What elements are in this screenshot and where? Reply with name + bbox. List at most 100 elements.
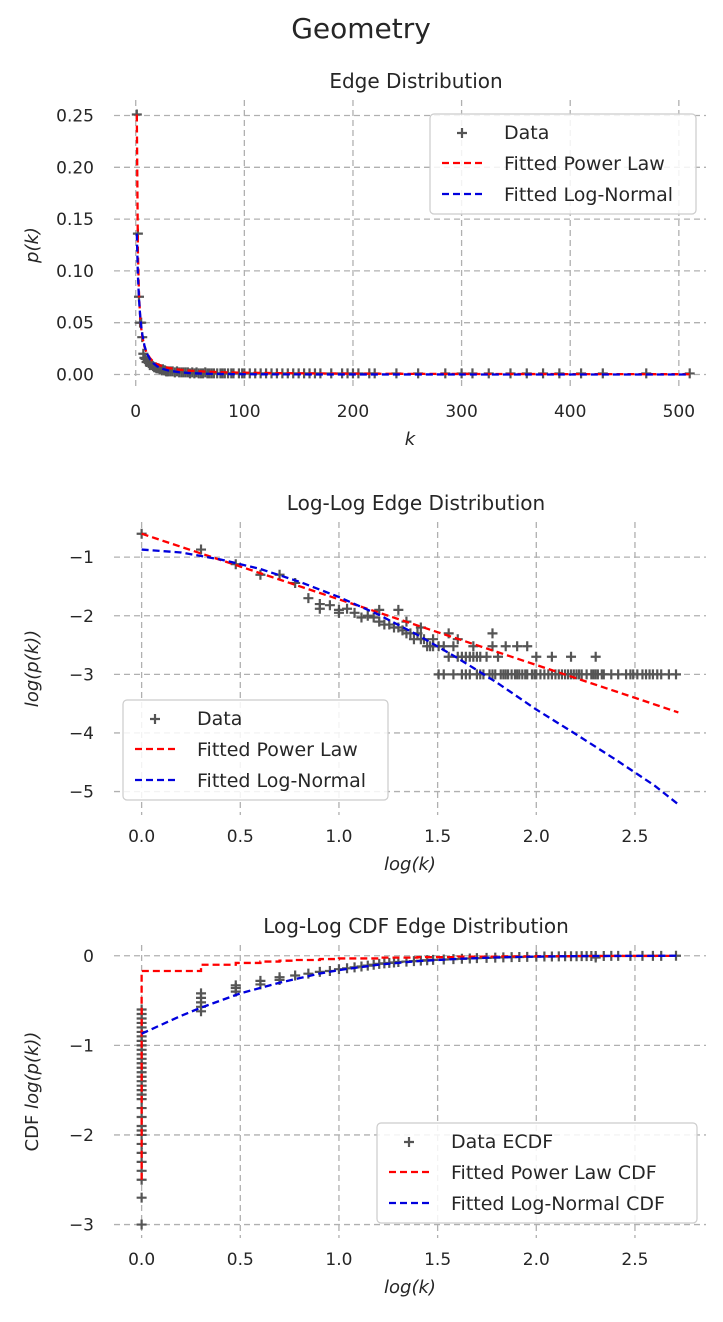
x-tick-label: 1.5 (424, 1250, 451, 1270)
data-point (230, 559, 241, 570)
x-tick-label: 0.0 (128, 1250, 155, 1270)
x-tick-label: 1.0 (325, 1250, 352, 1270)
y-axis-label: log(p(k)) (22, 630, 43, 707)
fit-line (141, 532, 679, 714)
chart-title: Edge Distribution (329, 69, 502, 93)
x-tick-label: 0 (130, 402, 141, 422)
y-tick-label: 0.15 (56, 210, 94, 230)
data-point (349, 607, 360, 618)
legend-label: Fitted Log-Normal (197, 770, 366, 792)
y-tick-label: 0.05 (56, 314, 94, 334)
y-tick-label: −2 (69, 607, 94, 627)
fit-line (141, 548, 680, 806)
data-point (443, 651, 454, 662)
x-tick-label: 2.5 (621, 1250, 648, 1270)
legend-label: Fitted Log-Normal CDF (451, 1193, 665, 1215)
y-tick-label: 0.25 (56, 107, 94, 127)
data-point (566, 651, 577, 662)
y-tick-label: 0.20 (56, 158, 94, 178)
x-tick-label: 400 (554, 402, 586, 422)
data-point (196, 988, 207, 999)
chart-title: Log-Log Edge Distribution (287, 491, 545, 515)
data-point (448, 641, 459, 652)
chart-title: Log-Log CDF Edge Distribution (263, 914, 569, 938)
y-tick-label: 0 (83, 947, 94, 967)
legend-label: Data (197, 708, 242, 730)
data-point (362, 610, 373, 621)
data-point (546, 651, 557, 662)
series-fitted-power-law-cdf (140, 954, 678, 1180)
legend-label: Fitted Log-Normal (504, 184, 673, 206)
legend: Data Fitted Power Law Fitted Log-Normal (429, 113, 697, 215)
data-point (303, 593, 314, 604)
legend: Data ECDF Fitted Power Law CDF Fitted Log-… (376, 1122, 698, 1224)
y-tick-label: 0.10 (56, 262, 94, 282)
data-point (512, 641, 523, 652)
y-tick-label: −4 (69, 724, 94, 744)
figure-suptitle: Geometry (291, 12, 431, 45)
y-tick-label: 0.00 (56, 365, 94, 385)
legend-label: Data ECDF (451, 1131, 553, 1153)
data-point (481, 651, 492, 662)
legend-label: Data (504, 122, 549, 144)
data-point (471, 651, 482, 662)
data-point (464, 669, 475, 680)
y-tick-label: −3 (69, 665, 94, 685)
data-point (290, 970, 301, 981)
data-point (255, 569, 266, 580)
data-point (428, 634, 439, 645)
data-point (438, 669, 449, 680)
x-tick-label: 300 (445, 402, 477, 422)
data-point (487, 628, 498, 639)
legend-label: Fitted Power Law CDF (451, 1162, 657, 1184)
data-point (522, 641, 533, 652)
data-point (393, 604, 404, 615)
series-fitted-log-normal (135, 233, 690, 376)
x-tick-label: 500 (663, 402, 695, 422)
data-point (333, 607, 344, 618)
data-point (356, 612, 367, 623)
data-point (500, 641, 511, 652)
data-point (448, 669, 459, 680)
legend-frame (376, 1122, 698, 1224)
legend-marker-data (150, 714, 160, 724)
y-axis-label: p(k) (22, 227, 43, 264)
data-point (324, 600, 335, 611)
legend-frame (122, 699, 389, 801)
data-point (368, 612, 379, 623)
y-tick-label: −3 (69, 1216, 94, 1236)
series-data (136, 528, 682, 680)
x-tick-label: 200 (337, 402, 369, 422)
x-axis-label: log(k) (384, 1277, 436, 1298)
x-tick-label: 1.0 (325, 827, 352, 847)
y-tick-label: −5 (69, 783, 94, 803)
series-fitted-power-law (141, 532, 679, 714)
data-point (531, 651, 542, 662)
data-point (136, 1192, 147, 1203)
chart-2: 0.0 0.5 1.0 1.5 2.0 2.5 −5 −4 −3 −2 −1 Log-Log Edge… (22, 491, 706, 875)
chart-3: 0.0 0.5 1.0 1.5 2.0 2.5 −3 −2 −1 0 Log-Log CDF Edg… (22, 914, 706, 1298)
chart-1: 0 100 200 300 400 500 0.00 0.05 0.10 0.15 0.20 0.25… (22, 69, 706, 450)
series-fitted-log-normal (141, 548, 680, 806)
legend-label: Fitted Power Law (504, 153, 665, 175)
x-axis-label: k (405, 429, 417, 450)
data-point (314, 603, 325, 614)
data-point (230, 980, 241, 991)
data-point (590, 651, 601, 662)
data-point (196, 544, 207, 555)
legend-frame (429, 113, 697, 215)
legend-label: Fitted Power Law (197, 739, 358, 761)
legend-marker-data (457, 128, 467, 138)
data-point (374, 616, 385, 627)
data-point (255, 975, 266, 986)
x-tick-label: 0.0 (128, 827, 155, 847)
data-point (274, 972, 285, 983)
fit-line (135, 233, 690, 376)
x-tick-label: 2.5 (621, 827, 648, 847)
x-tick-label: 2.0 (523, 1250, 550, 1270)
x-tick-label: 0.5 (227, 827, 254, 847)
data-point (342, 603, 353, 614)
data-point (590, 952, 601, 963)
y-axis-label: CDF log(p(k)) (22, 1032, 43, 1152)
x-tick-label: 0.5 (227, 1250, 254, 1270)
